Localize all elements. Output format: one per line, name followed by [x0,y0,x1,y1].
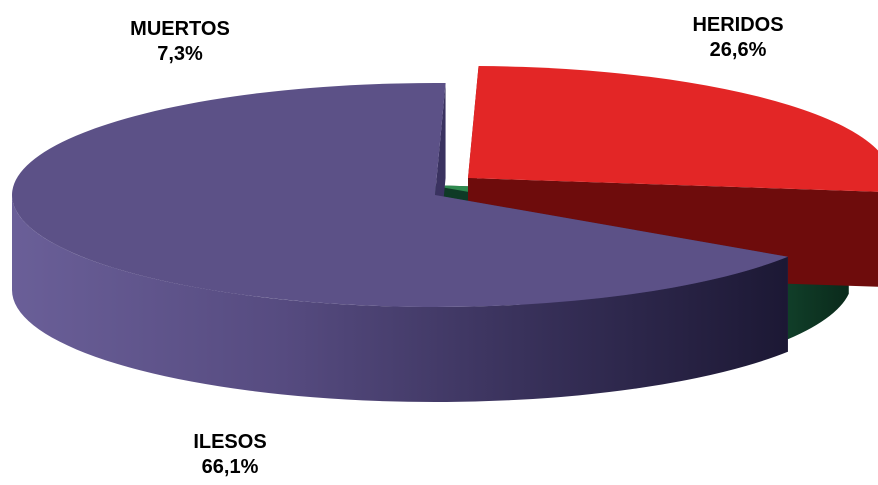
pie-slice-heridos [468,66,878,192]
pie-slice-ilesos [12,82,788,307]
label-muertos: MUERTOS 7,3% [110,17,250,67]
category-label-heridos: HERIDOS [692,14,784,36]
label-ilesos: ILESOS 66,1% [170,430,290,480]
category-label-ilesos: ILESOS [193,431,267,453]
value-label-muertos: 7,3% [157,43,203,65]
label-heridos: HERIDOS 26,6% [668,13,808,63]
value-label-heridos: 26,6% [709,39,767,61]
pie-slice-ilesos-wall-0 [12,195,788,402]
value-label-ilesos: 66,1% [201,456,259,478]
category-label-muertos: MUERTOS [130,18,230,40]
